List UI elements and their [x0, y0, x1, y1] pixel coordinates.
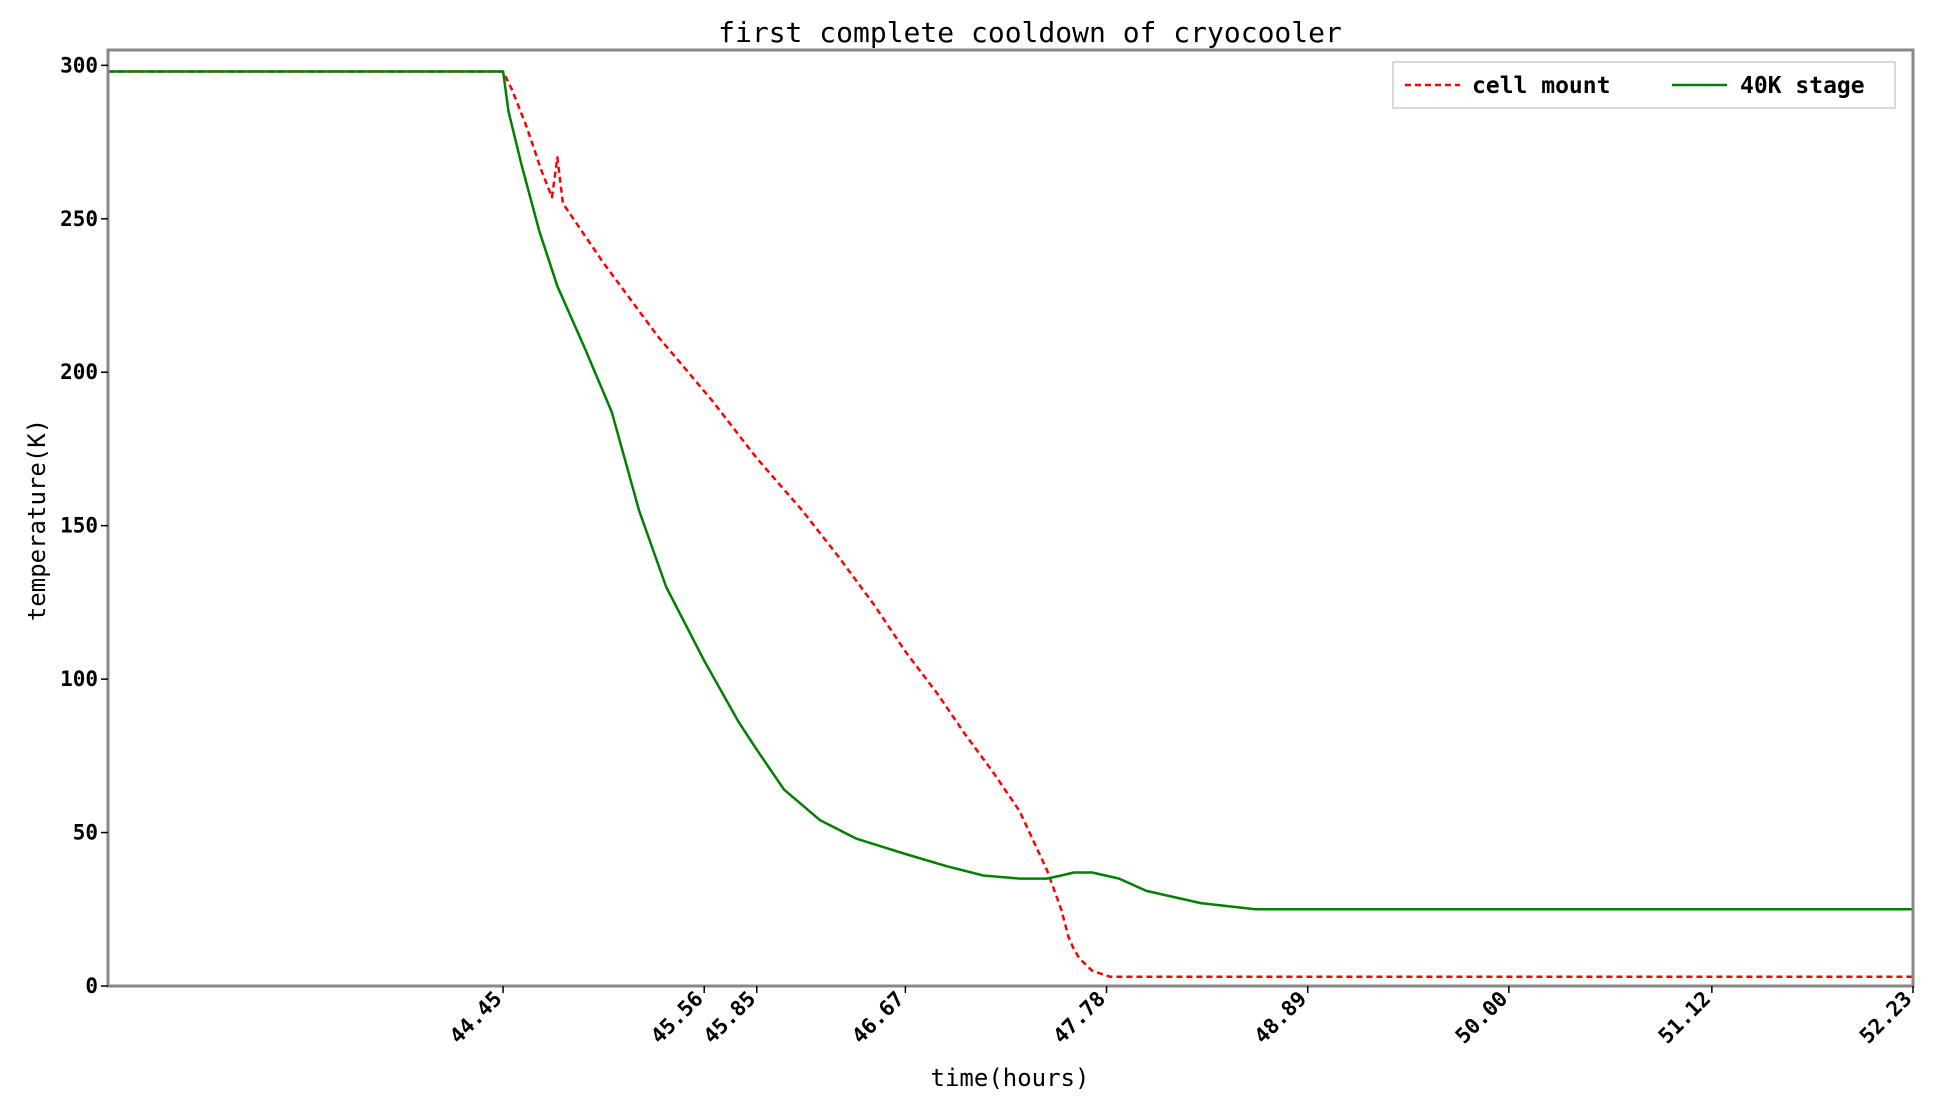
series-line-0 — [108, 70, 1913, 979]
x-tick-label: 47.78 — [1048, 987, 1110, 1049]
x-tick-label: 50.00 — [1451, 987, 1513, 1049]
x-tick-label: 44.45 — [445, 987, 507, 1049]
y-tick-label: 300 — [60, 53, 98, 77]
x-tick-label: 48.89 — [1250, 987, 1312, 1049]
x-tick-label: 51.12 — [1654, 987, 1716, 1049]
y-tick-label: 150 — [60, 514, 98, 538]
x-tick-label: 46.67 — [847, 987, 909, 1049]
x-axis-label: time(hours) — [931, 1064, 1090, 1092]
x-tick-label: 52.23 — [1855, 987, 1917, 1049]
legend-box — [1392, 61, 1896, 109]
x-tick-label: 45.56 — [646, 987, 708, 1049]
y-axis: 0 50 100 150 200 250 300 — [60, 53, 108, 998]
legend-label-cell-mount: cell mount — [1472, 73, 1610, 99]
chart-title: first complete cooldown of cryocooler — [718, 16, 1342, 49]
legend-label-40k-stage: 40K stage — [1740, 73, 1865, 99]
x-tick-label: 45.85 — [699, 987, 761, 1049]
plot-frame — [106, 48, 1915, 988]
y-tick-label: 0 — [85, 974, 98, 998]
y-axis-label: temperature(K) — [23, 419, 51, 621]
legend: cell mount 40K stage — [1392, 61, 1896, 109]
y-tick-label: 250 — [60, 207, 98, 231]
y-tick-label: 50 — [73, 821, 98, 845]
y-tick-label: 200 — [60, 360, 98, 384]
y-tick-label: 100 — [60, 667, 98, 691]
plot-series — [108, 70, 1913, 979]
series-line-1 — [108, 70, 1913, 911]
